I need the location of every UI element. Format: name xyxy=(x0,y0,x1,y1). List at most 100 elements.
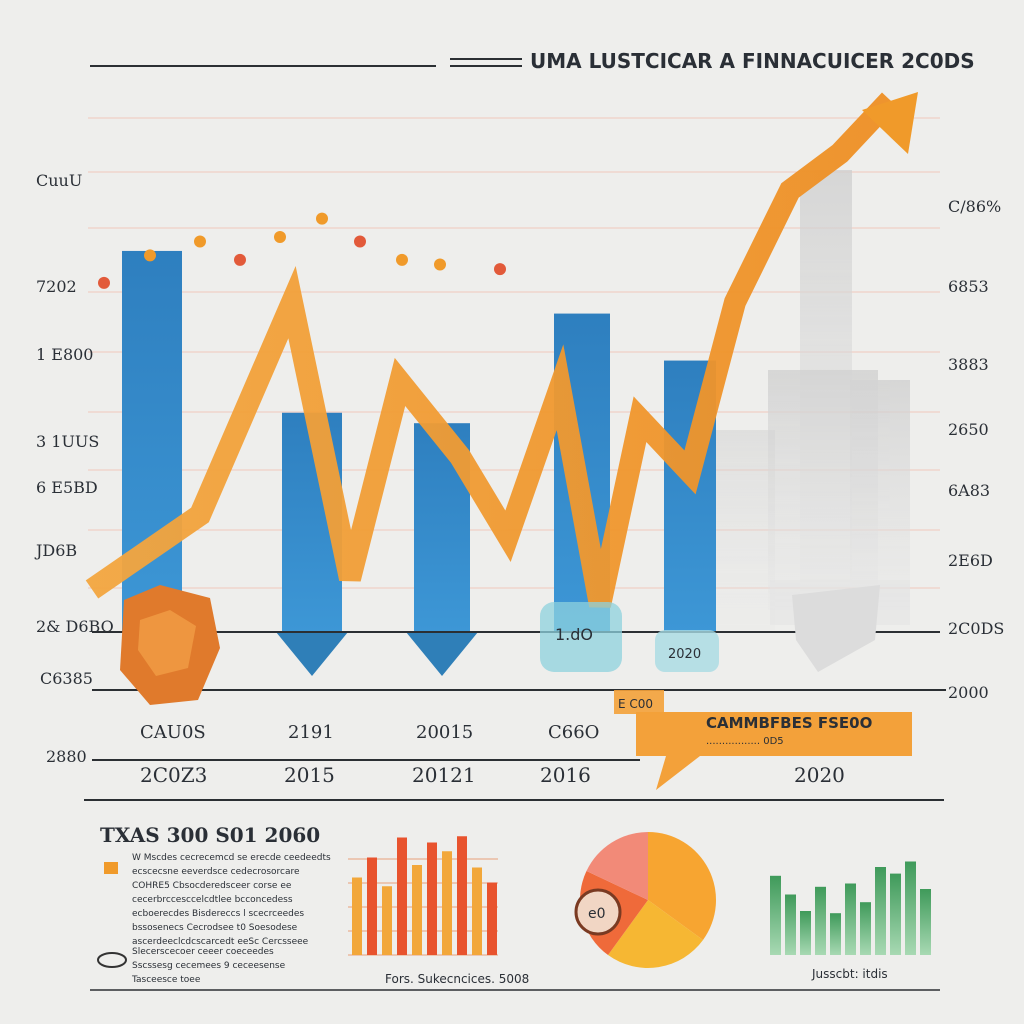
mini-bar xyxy=(352,877,362,955)
left-tick-label: C6385 xyxy=(40,669,93,688)
left-tick-label: 1 E800 xyxy=(36,345,93,364)
bottom-paragraph-2: Slecerscecoer ceeer coeceedes Sscssesg ce… xyxy=(131,947,286,985)
pie-badge-label: e0 xyxy=(588,906,606,922)
green-bar-caption: Jusscbt: itdis xyxy=(811,967,888,981)
trail-dot xyxy=(354,235,366,248)
left-tick-label: 7202 xyxy=(36,277,77,296)
right-tick-label: 2650 xyxy=(948,420,989,439)
pie-slice xyxy=(608,900,704,969)
category-label-lower: 2015 xyxy=(284,763,335,787)
pen-icon xyxy=(97,952,127,968)
category-label-lower: 20121 xyxy=(412,763,476,787)
left-tick-label: JD6B xyxy=(34,541,77,560)
bottom-text-block: TXAS 300 S01 2060 W Mscdes cecrecemcd se… xyxy=(97,823,331,985)
dot-trail xyxy=(98,212,506,289)
mini-bar-caption: Fors. Sukecncices. 5008 xyxy=(385,972,529,986)
category-label-upper: CAU0S xyxy=(140,722,206,743)
left-tick-label: CuuU xyxy=(36,171,82,190)
left-tick-label: 3 1UUS xyxy=(36,432,99,451)
mini-bar xyxy=(442,851,452,955)
left-tick-label: 2& D6BO xyxy=(36,617,114,636)
category-labels-lower: 2C0Z3 2015 20121 2016 2020 xyxy=(140,763,845,787)
green-bar xyxy=(800,911,811,955)
paragraph-line: cecerbrccesccelcdtlee bcconcedess xyxy=(132,895,293,905)
right-tick-label: C/86% xyxy=(948,197,1001,216)
callout-badge-label: E C00 xyxy=(618,697,653,711)
orange-bullet xyxy=(104,862,118,874)
right-axis-ticks: C/86% 6853 3883 2650 6A83 2E6D 2C0DS 2000 xyxy=(948,197,1004,702)
paper-fold-icon xyxy=(792,585,880,672)
left-tick-label: 6 E5BD xyxy=(36,478,98,497)
green-bar xyxy=(890,873,901,955)
chart-title: UMA LUSTCICAR A FINNACUICER 2C0DS xyxy=(530,49,975,73)
pie-slice xyxy=(648,832,717,940)
category-label-upper: C66O xyxy=(548,722,599,743)
glass-badge-icon: 2020 xyxy=(655,630,719,672)
category-label-lower: 2016 xyxy=(540,763,591,787)
trail-dot xyxy=(194,235,206,248)
bottom-heading: TXAS 300 S01 2060 xyxy=(100,823,320,847)
green-bar xyxy=(845,883,856,955)
green-bar xyxy=(905,861,916,955)
category-label-upper: 20015 xyxy=(416,722,473,743)
pie-badge: e0 xyxy=(574,888,622,936)
right-tick-label: 2000 xyxy=(948,683,989,702)
paragraph-line: Slecerscecoer ceeer coeceedes xyxy=(132,947,274,957)
callout-banner: E C00 CAMMBFBES FSE0O ................. … xyxy=(614,690,912,790)
trail-dot xyxy=(98,276,110,289)
mini-bar xyxy=(382,886,392,955)
mini-bar xyxy=(397,837,407,955)
paragraph-line: ascerdeeclcdcscarcedt eeSc Cercsseee xyxy=(132,937,309,947)
bar-arrowhead xyxy=(276,632,348,676)
right-tick-label: 3883 xyxy=(948,355,989,374)
green-bar xyxy=(785,894,796,955)
glass-badge-label: 1.dO xyxy=(555,625,593,644)
trail-dot xyxy=(494,263,506,276)
orange-character-icon xyxy=(120,585,220,705)
callout-subtext: ................. 0D5 xyxy=(706,736,784,747)
paragraph-line: COHRE5 Cbsocderedsceer corse ee xyxy=(132,881,292,891)
left-tick-label: 2880 xyxy=(46,747,87,766)
right-tick-label: 6853 xyxy=(948,277,989,296)
paragraph-line: bssosenecs Cecrodsee t0 Soesodese xyxy=(132,923,298,933)
right-tick-label: 2C0DS xyxy=(948,619,1004,638)
category-label-lower: 2020 xyxy=(794,763,845,787)
paragraph-line: ecboerecdes Bisdereccs l scecrceedes xyxy=(132,909,304,919)
green-bar xyxy=(770,875,781,955)
trend-line xyxy=(85,92,918,608)
paragraph-line: ecscecsne eeverdsce cedecrosorcare xyxy=(132,867,300,877)
glass-skull-icon: 1.dO xyxy=(540,602,622,672)
paragraph-line: Tasceesce toee xyxy=(131,975,201,985)
paragraph-line: W Mscdes cecrecemcd se erecde ceedeedts xyxy=(132,853,331,863)
mini-bar xyxy=(367,857,377,955)
left-axis-ticks: CuuU 7202 1 E800 3 1UUS 6 E5BD JD6B 2& D6BO C63… xyxy=(34,171,114,766)
mini-bar xyxy=(412,865,422,955)
trail-dot xyxy=(234,253,246,266)
mini-bar xyxy=(472,867,482,955)
paragraph-line: Sscssesg cecemees 9 ceceesense xyxy=(132,961,286,971)
green-bar xyxy=(830,913,841,955)
green-bar-chart xyxy=(770,861,931,955)
trend-arrowhead xyxy=(862,92,918,154)
trend-line-path xyxy=(85,92,899,608)
mini-bar xyxy=(427,842,437,955)
trail-dot xyxy=(316,212,328,225)
bar-arrowhead xyxy=(406,632,478,676)
trail-dot xyxy=(274,230,286,243)
trail-dot xyxy=(434,258,446,271)
trail-dot xyxy=(144,249,156,262)
category-labels-upper: CAU0S 2191 20015 C66O xyxy=(140,722,599,743)
right-tick-label: 6A83 xyxy=(948,481,990,500)
category-label-lower: 2C0Z3 xyxy=(140,763,207,787)
category-label-upper: 2191 xyxy=(288,722,334,743)
mini-bar-chart xyxy=(348,836,498,956)
pie-slice xyxy=(586,832,648,900)
green-bar xyxy=(875,867,886,955)
city-skyline xyxy=(705,170,910,630)
green-bar xyxy=(815,886,826,955)
green-bar xyxy=(920,889,931,955)
green-bar xyxy=(860,902,871,955)
mini-bar xyxy=(487,882,497,955)
mini-bar xyxy=(457,836,467,955)
